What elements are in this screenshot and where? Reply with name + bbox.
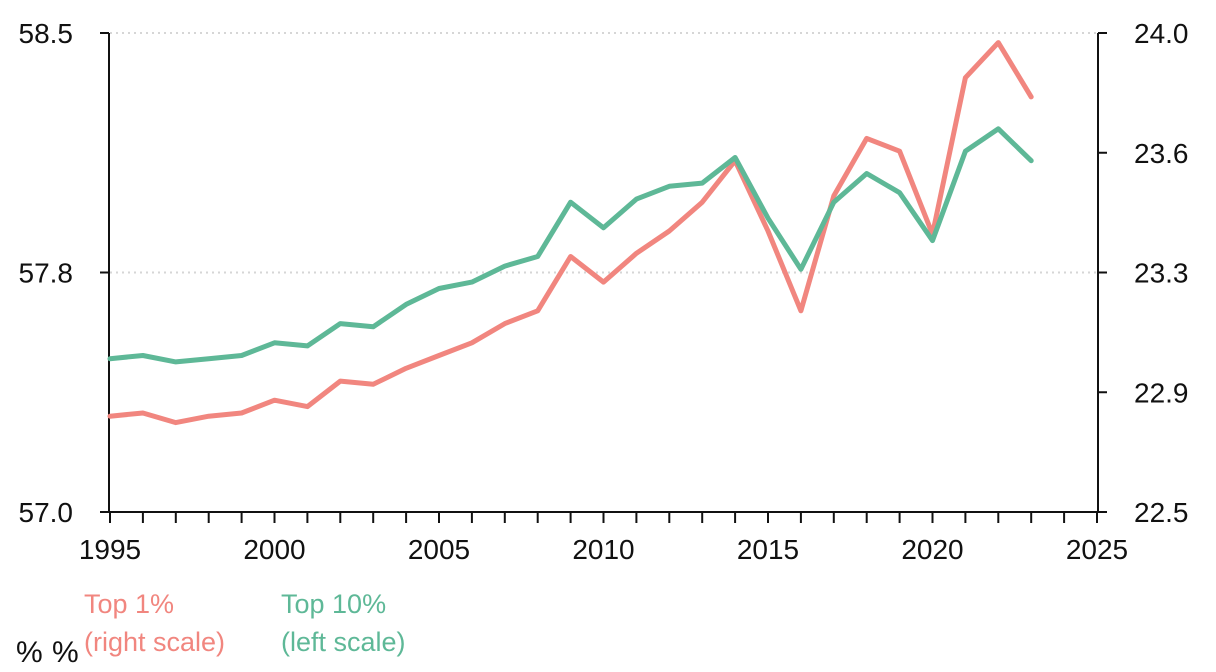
legend-top10-scale-note: (left scale) bbox=[281, 627, 406, 657]
x-axis-tick-label: 2020 bbox=[901, 534, 963, 565]
right-axis-tick-label: 22.5 bbox=[1134, 497, 1189, 528]
x-axis-tick-label: 2015 bbox=[737, 534, 799, 565]
right-axis-tick-label: 22.9 bbox=[1134, 377, 1189, 408]
legend-top10-name: Top 10% bbox=[281, 589, 387, 619]
legend-top1-scale-note: (right scale) bbox=[84, 627, 226, 657]
right-axis-tick-label: 23.3 bbox=[1134, 258, 1189, 289]
series-line-top-10- bbox=[107, 126, 1034, 365]
left-axis-unit-label: % bbox=[16, 636, 43, 669]
x-axis-tick-label: 1995 bbox=[79, 534, 141, 565]
right-axis-unit-label: % bbox=[52, 636, 79, 669]
legend-top10: Top 10% (left scale) bbox=[281, 585, 406, 661]
legend-top1-name: Top 1% bbox=[84, 589, 175, 619]
right-axis-tick-label: 24.0 bbox=[1134, 18, 1189, 49]
x-axis-tick-label: 2025 bbox=[1066, 534, 1128, 565]
x-axis-tick-label: 2005 bbox=[408, 534, 470, 565]
left-axis-tick-label: 58.5 bbox=[19, 18, 74, 49]
right-axis-tick-label: 23.6 bbox=[1134, 138, 1189, 169]
legend-top1: Top 1% (right scale) bbox=[84, 585, 225, 661]
x-axis-tick-label: 2000 bbox=[243, 534, 305, 565]
series-line-top-1- bbox=[107, 40, 1034, 426]
left-axis-tick-label: 57.0 bbox=[19, 497, 74, 528]
left-axis-tick-label: 57.8 bbox=[19, 258, 74, 289]
x-axis-tick-label: 2010 bbox=[572, 534, 634, 565]
